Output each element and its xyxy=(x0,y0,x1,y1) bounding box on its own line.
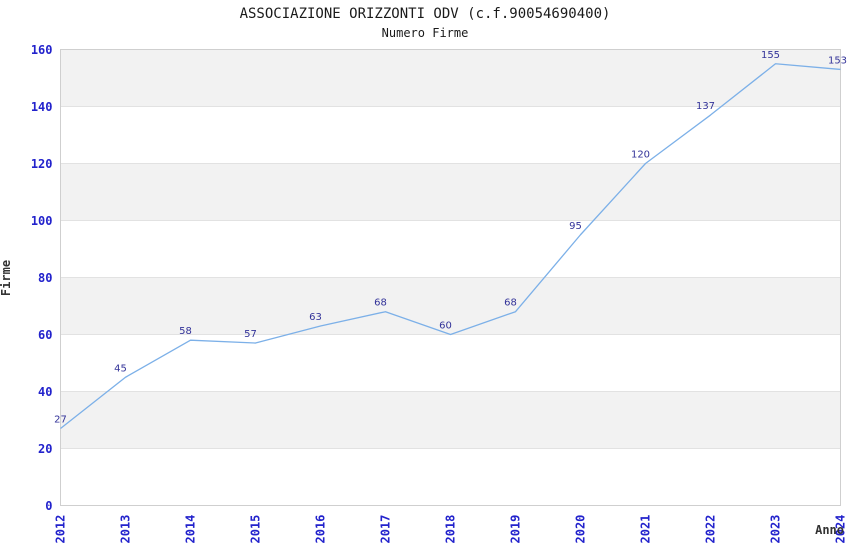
plot-band xyxy=(60,106,841,164)
y-tick-label: 80 xyxy=(38,271,52,285)
series-line xyxy=(60,63,841,430)
plot-band xyxy=(60,391,841,449)
y-tick-label: 60 xyxy=(38,328,52,342)
y-tick-label: 40 xyxy=(38,385,52,399)
data-point-label: 95 xyxy=(569,221,582,232)
x-tick-label: 2016 xyxy=(314,515,328,544)
data-point-label: 57 xyxy=(244,329,257,340)
x-tick-label: 2013 xyxy=(119,515,133,544)
data-point-label: 45 xyxy=(114,363,127,374)
x-tick-label: 2023 xyxy=(769,515,783,544)
x-tick-label: 2018 xyxy=(444,515,458,544)
x-tick-label: 2022 xyxy=(704,515,718,544)
x-axis-title: Anno xyxy=(815,523,844,537)
y-tick-label: 160 xyxy=(31,43,53,57)
x-tick-label: 2024 xyxy=(834,515,848,544)
data-point-label: 60 xyxy=(439,321,452,332)
x-tick-label: 2014 xyxy=(184,515,198,544)
x-tick-label: 2019 xyxy=(509,515,523,544)
y-tick-label: 20 xyxy=(38,442,52,456)
x-tick-label: 2015 xyxy=(249,515,263,544)
plot-band xyxy=(60,334,841,392)
x-tick-label: 2021 xyxy=(639,515,653,544)
data-point-label: 155 xyxy=(761,50,780,61)
plot-band xyxy=(60,220,841,278)
y-tick-label: 0 xyxy=(45,499,52,513)
data-point-label: 63 xyxy=(309,312,322,323)
plot-band xyxy=(60,277,841,335)
plot-band xyxy=(60,49,841,107)
y-axis-title: Firme xyxy=(0,259,13,297)
x-tick-label: 2012 xyxy=(54,515,68,544)
plot-band xyxy=(60,163,841,221)
y-tick-label: 100 xyxy=(31,214,53,228)
chart-title: ASSOCIAZIONE ORIZZONTI ODV (c.f.90054690… xyxy=(239,6,611,22)
data-point-label: 120 xyxy=(631,150,650,161)
plot-border xyxy=(60,49,841,506)
data-point-label: 153 xyxy=(828,55,847,66)
x-tick-label: 2017 xyxy=(379,515,393,544)
data-point-label: 58 xyxy=(179,326,192,337)
data-point-label: 68 xyxy=(504,298,517,309)
y-tick-label: 140 xyxy=(31,100,53,114)
data-point-label: 68 xyxy=(374,298,387,309)
x-tick-label: 2020 xyxy=(574,515,588,544)
plot-band xyxy=(60,448,841,506)
data-point-label: 137 xyxy=(696,101,715,112)
y-tick-label: 120 xyxy=(31,157,53,171)
chart-subtitle: Numero Firme xyxy=(381,26,469,40)
data-point-label: 27 xyxy=(54,415,67,426)
